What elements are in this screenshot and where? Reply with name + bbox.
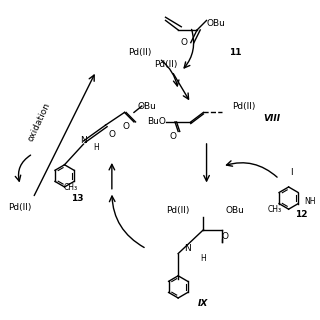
Text: OBu: OBu <box>226 206 244 215</box>
Text: NH: NH <box>304 197 316 206</box>
Text: N: N <box>80 136 87 146</box>
Text: 13: 13 <box>71 194 84 203</box>
Text: O: O <box>123 122 130 131</box>
Text: oxidation: oxidation <box>27 101 52 143</box>
Text: N: N <box>184 244 191 253</box>
Text: OBu: OBu <box>137 101 156 111</box>
Text: IX: IX <box>198 299 209 308</box>
Text: H: H <box>93 143 99 152</box>
Text: OBu: OBu <box>207 19 226 28</box>
Text: H: H <box>201 254 206 263</box>
Text: I: I <box>291 168 293 178</box>
Text: VIII: VIII <box>263 114 281 123</box>
Text: 12: 12 <box>295 210 308 219</box>
Text: Pd(II): Pd(II) <box>154 60 177 69</box>
Text: O: O <box>170 132 177 141</box>
Text: Pd(II): Pd(II) <box>232 101 255 111</box>
Text: CH₃: CH₃ <box>267 205 282 214</box>
Text: Pd(II): Pd(II) <box>129 48 152 57</box>
Text: BuO: BuO <box>147 117 165 126</box>
Text: O: O <box>181 38 188 47</box>
Text: Pd(II): Pd(II) <box>166 206 190 215</box>
Text: Pd(II): Pd(II) <box>8 203 31 212</box>
Text: CH₃: CH₃ <box>64 183 78 192</box>
Text: O: O <box>108 130 116 139</box>
Text: O: O <box>222 232 229 241</box>
Text: 11: 11 <box>229 48 241 57</box>
